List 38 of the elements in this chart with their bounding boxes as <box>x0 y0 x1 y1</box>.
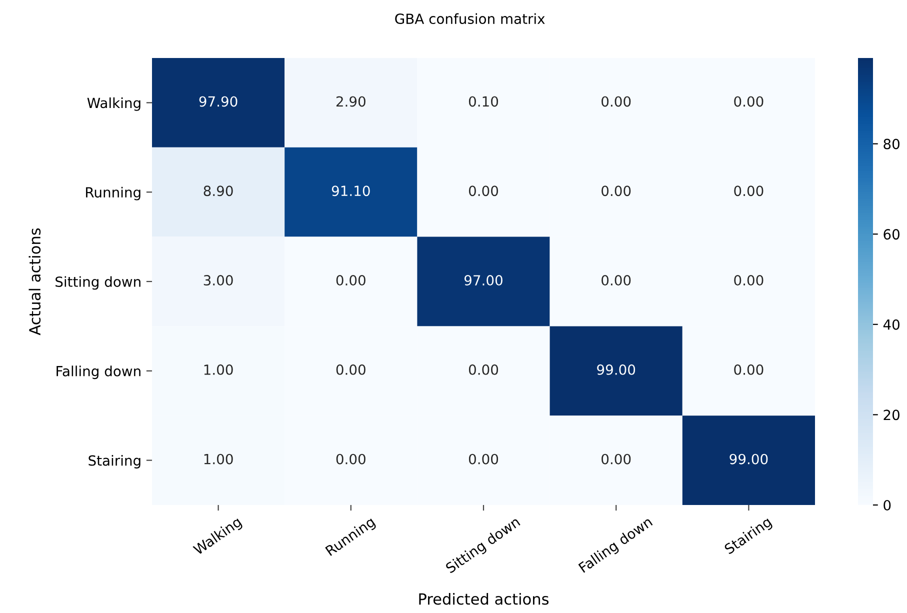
data-label: 99.00 <box>730 454 768 464</box>
data-label: 2.90 <box>336 96 366 107</box>
color-bar-label: 40 <box>883 319 900 330</box>
color-bar-label: 20 <box>884 410 900 420</box>
y-tick-label: Walking <box>87 97 140 111</box>
data-label: 0.00 <box>336 275 366 286</box>
data-label: 0.00 <box>468 454 498 464</box>
data-label: 0.00 <box>734 275 764 286</box>
data-label: 8.90 <box>204 186 233 196</box>
data-label: 0.00 <box>602 96 631 107</box>
data-label: 0.00 <box>602 275 631 286</box>
data-label: 97.90 <box>199 96 238 107</box>
data-label: 0.00 <box>602 454 631 464</box>
data-label: 1.00 <box>204 454 233 464</box>
data-label: 0.00 <box>336 364 366 375</box>
data-label: 0.00 <box>734 186 764 196</box>
y-tick-label: Sitting down <box>56 276 140 290</box>
data-label: 0.00 <box>336 454 366 464</box>
y-tick-label: Stairing <box>88 455 140 468</box>
data-label: 97.00 <box>464 275 502 286</box>
data-label: 0.00 <box>734 96 764 107</box>
y-tick-label: Running <box>86 186 140 200</box>
color-bar-label: 80 <box>884 138 900 150</box>
data-label: 1.00 <box>204 364 233 375</box>
x-axis-title: Predicted actions <box>419 592 549 605</box>
data-label: 3.00 <box>204 275 233 286</box>
chart-title: GBA confusion matrix <box>395 13 545 24</box>
color-bar-label: 0 <box>884 500 891 510</box>
data-label: 99.00 <box>597 364 636 375</box>
data-label: 0.00 <box>602 186 631 196</box>
color-bar-label: 60 <box>884 229 900 240</box>
y-tick-label: Falling down <box>56 366 140 380</box>
data-label: 0.00 <box>468 186 498 196</box>
y-axis-title: Actual actions <box>28 228 41 336</box>
data-label: 0.00 <box>734 364 764 375</box>
data-label: 0.00 <box>468 364 498 375</box>
data-label: 0.10 <box>468 96 498 107</box>
data-label: 91.10 <box>332 186 370 196</box>
